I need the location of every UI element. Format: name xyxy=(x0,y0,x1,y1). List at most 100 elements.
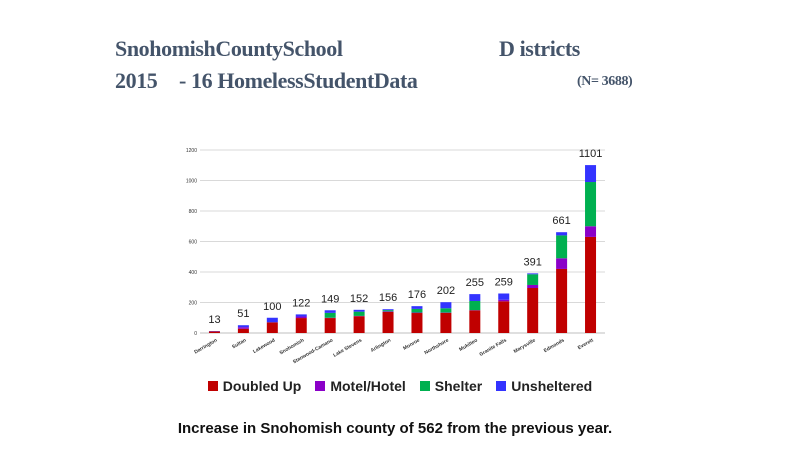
data-label-total: 1101 xyxy=(579,148,603,160)
y-tick-label: 600 xyxy=(189,240,198,246)
bar-segment-motel-hotel xyxy=(527,284,539,289)
data-label-total: 156 xyxy=(379,292,397,304)
legend-swatch xyxy=(419,381,430,391)
bar-segment-motel-hotel xyxy=(237,327,249,329)
bar-segment-unsheltered xyxy=(498,293,510,300)
y-tick-label: 0 xyxy=(194,331,197,337)
bar-segment-doubled-up xyxy=(585,236,597,333)
legend-label: Unsheltered xyxy=(511,378,593,394)
bar-segment-unsheltered xyxy=(324,310,336,313)
bar-segment-doubled-up xyxy=(556,268,568,333)
title-districts: D istricts xyxy=(499,36,580,61)
y-tick-label: 1000 xyxy=(186,179,197,185)
legend-swatch xyxy=(315,381,326,391)
data-label-total: 51 xyxy=(237,308,249,320)
bar-segment-unsheltered xyxy=(237,325,249,328)
x-tick-label: Arlington xyxy=(370,338,392,354)
legend-label: Motel/Hotel xyxy=(330,378,406,394)
title-line-1: SnohomishCountySchool D istricts xyxy=(115,36,580,68)
bar-segment-doubled-up xyxy=(498,301,510,333)
bar-segment-shelter xyxy=(556,235,568,259)
x-tick-label: Mukilteo xyxy=(458,338,479,353)
bar-segment-unsheltered xyxy=(411,306,423,309)
bar-segment-shelter xyxy=(585,182,597,227)
bar-segment-doubled-up xyxy=(469,310,481,333)
title-year: 2015 xyxy=(115,68,158,93)
legend-item: Motel/Hotel xyxy=(315,378,406,394)
bar-segment-shelter xyxy=(411,308,423,313)
data-label-total: 202 xyxy=(437,285,455,297)
legend-item: Unsheltered xyxy=(496,378,592,394)
bar-segment-doubled-up xyxy=(382,311,394,333)
x-tick-label: Granite Falls xyxy=(479,337,508,357)
bar-segment-doubled-up xyxy=(208,331,220,333)
x-tick-label: Lakewood xyxy=(252,338,276,355)
x-tick-label: Everett xyxy=(577,337,595,351)
data-label-total: 152 xyxy=(350,293,368,305)
x-tick-label: Lake Stevens xyxy=(332,337,363,358)
bar-segment-shelter xyxy=(527,274,539,285)
legend-swatch xyxy=(496,381,507,391)
legend-item: Doubled Up xyxy=(207,378,302,394)
legend-label: Shelter xyxy=(434,378,483,394)
x-tick-label: Edmonds xyxy=(543,337,566,354)
bar-segment-shelter xyxy=(324,312,336,318)
bar-segment-doubled-up xyxy=(237,328,249,333)
bar-segment-motel-hotel xyxy=(382,311,394,312)
bar-segment-motel-hotel xyxy=(585,226,597,237)
stacked-bar-chart: 0 200 400 600 800 1000 1200 13 Darrington 51 Sulta… xyxy=(186,148,605,365)
bar-segment-unsheltered xyxy=(469,294,481,301)
bar-segment-doubled-up xyxy=(353,316,365,333)
title-county-school: SnohomishCountySchool xyxy=(115,36,343,61)
bar-segment-motel-hotel xyxy=(556,258,568,269)
title-line-2: 2015 - 16 HomelessStudentData (N= 3688) xyxy=(115,68,633,100)
bar-segment-doubled-up xyxy=(324,318,336,333)
bar-segment-unsheltered xyxy=(382,309,394,311)
legend-swatch xyxy=(207,381,218,391)
bar-segment-shelter xyxy=(440,308,452,313)
x-tick-label: Monroe xyxy=(402,337,421,351)
data-label-total: 13 xyxy=(208,314,220,326)
data-label-total: 259 xyxy=(495,277,513,289)
bar-segment-unsheltered xyxy=(295,314,307,317)
y-tick-label: 1200 xyxy=(186,148,197,154)
x-tick-label: Northshore xyxy=(424,337,451,356)
slide-title: SnohomishCountySchool D istricts 2015 - … xyxy=(115,36,633,100)
legend-item: Shelter xyxy=(419,378,483,394)
bar-segment-shelter xyxy=(353,311,365,316)
data-label-total: 176 xyxy=(408,289,426,301)
bar-segment-doubled-up xyxy=(295,318,307,333)
bar-segment-shelter xyxy=(382,310,394,312)
data-label-total: 255 xyxy=(466,277,484,289)
bar-segment-doubled-up xyxy=(440,312,452,333)
y-tick-label: 800 xyxy=(189,209,198,215)
y-tick-label: 400 xyxy=(189,270,198,276)
title-homeless-data: - 16 HomelessStudentData xyxy=(179,68,418,93)
x-tick-label: Snohomish xyxy=(279,338,306,357)
bar-segment-motel-hotel xyxy=(498,299,510,302)
bar-segment-doubled-up xyxy=(266,322,278,333)
bar-segment-unsheltered xyxy=(527,273,539,275)
bar-segment-unsheltered xyxy=(353,309,365,312)
y-tick-label: 200 xyxy=(189,301,198,307)
footer-note: Increase in Snohomish county of 562 from… xyxy=(177,420,613,437)
bar-segment-shelter xyxy=(469,300,481,311)
bar-segment-unsheltered xyxy=(266,317,278,323)
title-n-count: (N= 3688) xyxy=(577,74,633,89)
data-label-total: 149 xyxy=(321,293,339,305)
legend-label: Doubled Up xyxy=(222,378,302,394)
x-tick-label: Marysville xyxy=(513,337,537,354)
data-label-total: 100 xyxy=(263,301,281,313)
bar-segment-doubled-up xyxy=(527,288,539,333)
bar-segment-unsheltered xyxy=(556,232,568,236)
data-label-total: 661 xyxy=(552,215,570,227)
x-tick-label: Sultan xyxy=(231,338,247,351)
bar-segment-motel-hotel xyxy=(295,316,307,319)
data-label-total: 122 xyxy=(292,297,310,309)
bar-segment-unsheltered xyxy=(440,302,452,309)
x-tick-label: Darrington xyxy=(193,338,218,356)
bar-segment-unsheltered xyxy=(585,165,597,183)
bar-segment-doubled-up xyxy=(411,313,423,333)
chart-legend: Doubled Up Motel/Hotel Shelter Unsheltered xyxy=(0,378,800,394)
data-label-total: 391 xyxy=(523,256,541,268)
